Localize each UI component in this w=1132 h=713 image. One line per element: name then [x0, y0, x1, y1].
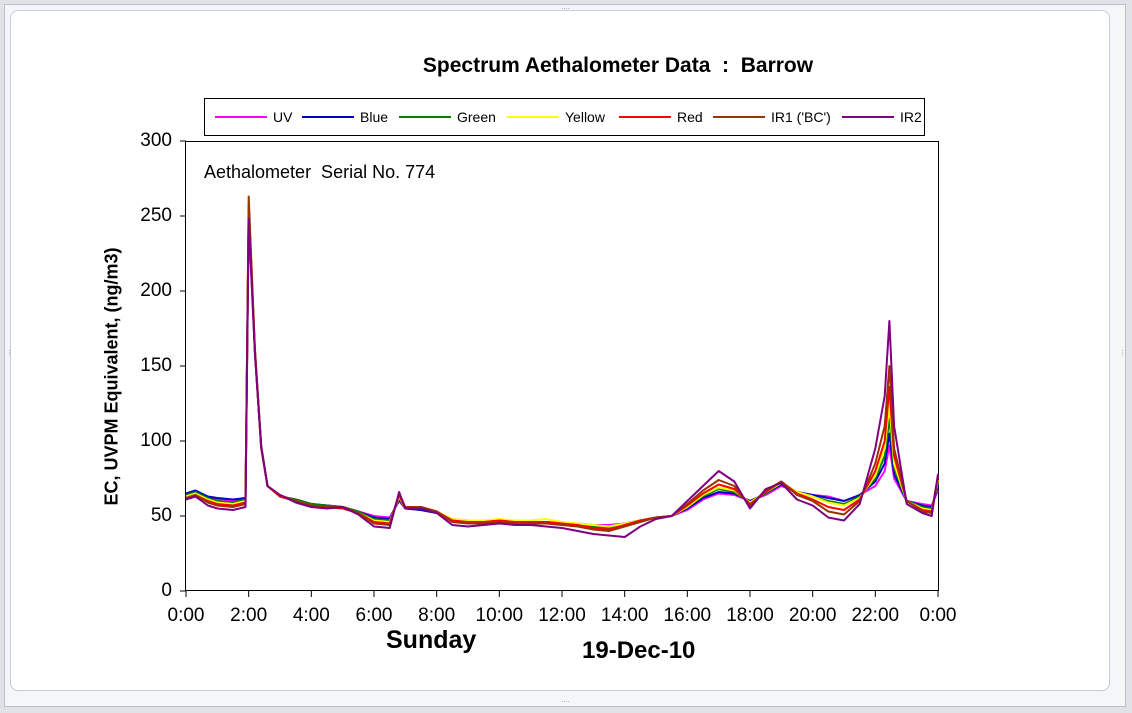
resize-handle-right-icon[interactable]: ⋮	[1119, 349, 1126, 357]
series-line-ir2	[185, 218, 939, 538]
chart-title: Spectrum Aethalometer Data : Barrow	[422, 54, 814, 77]
plot-area[interactable]	[185, 141, 939, 591]
legend-label-yellow: Yellow	[565, 109, 605, 125]
series-line-yellow	[185, 207, 939, 528]
y-axis-title: EC, UVPM Equivalent, (ng/m3)	[101, 247, 122, 506]
legend-swatch-ir2	[842, 116, 894, 118]
legend-label-uv: UV	[273, 109, 293, 125]
y-tick-label: 200	[140, 280, 172, 301]
resize-handle-top-icon[interactable]: ····	[561, 5, 570, 13]
series-line-uv	[185, 215, 939, 526]
legend-swatch-ir1	[713, 116, 765, 118]
legend-swatch-green	[399, 116, 451, 118]
day-label: Sunday	[386, 626, 477, 654]
x-tick-label: 16:00	[663, 605, 712, 626]
legend[interactable]: UV Blue Green Yellow Red IR1 ('BC') IR2	[204, 98, 925, 136]
legend-label-red: Red	[677, 109, 703, 125]
resize-handle-left-icon[interactable]: ⋮	[6, 350, 13, 357]
x-tick-label: 14:00	[600, 605, 649, 626]
resize-handle-bottom-icon[interactable]: ····	[561, 698, 570, 706]
serial-number-annotation: Aethalometer Serial No. 774	[204, 162, 436, 182]
y-tick-label: 150	[140, 355, 172, 376]
x-tick-label: 8:00	[418, 605, 456, 626]
legend-swatch-yellow	[507, 116, 559, 118]
x-tick-label: 10:00	[475, 605, 524, 626]
y-tick-label: 300	[140, 130, 172, 151]
series-line-ir1	[185, 195, 939, 532]
y-tick-label: 250	[140, 205, 172, 226]
y-tick-label: 100	[140, 430, 172, 451]
y-tick-label: 0	[161, 580, 172, 601]
legend-label-blue: Blue	[360, 109, 389, 125]
series-line-red	[185, 203, 939, 531]
x-tick-label: 18:00	[726, 605, 774, 626]
legend-label-green: Green	[457, 109, 496, 125]
legend-swatch-uv	[215, 116, 267, 118]
series-line-green	[185, 209, 939, 529]
series-line-blue	[185, 212, 939, 528]
y-tick-label: 50	[150, 505, 172, 526]
legend-label-ir1: IR1 ('BC')	[771, 109, 831, 125]
x-tick-label: 2:00	[230, 605, 268, 626]
legend-swatch-blue	[302, 116, 354, 118]
x-tick-label: 12:00	[538, 605, 586, 626]
x-tick-label: 22:00	[851, 605, 900, 626]
x-tick-label: 4:00	[292, 605, 330, 626]
x-tick-label: 0:00	[919, 605, 957, 626]
date-label: 19-Dec-10	[582, 637, 696, 664]
x-tick-label: 20:00	[788, 605, 837, 626]
legend-label-ir2: IR2	[900, 109, 922, 125]
x-tick-label: 6:00	[355, 605, 393, 626]
x-tick-label: 0:00	[167, 605, 205, 626]
legend-swatch-red	[619, 116, 671, 118]
